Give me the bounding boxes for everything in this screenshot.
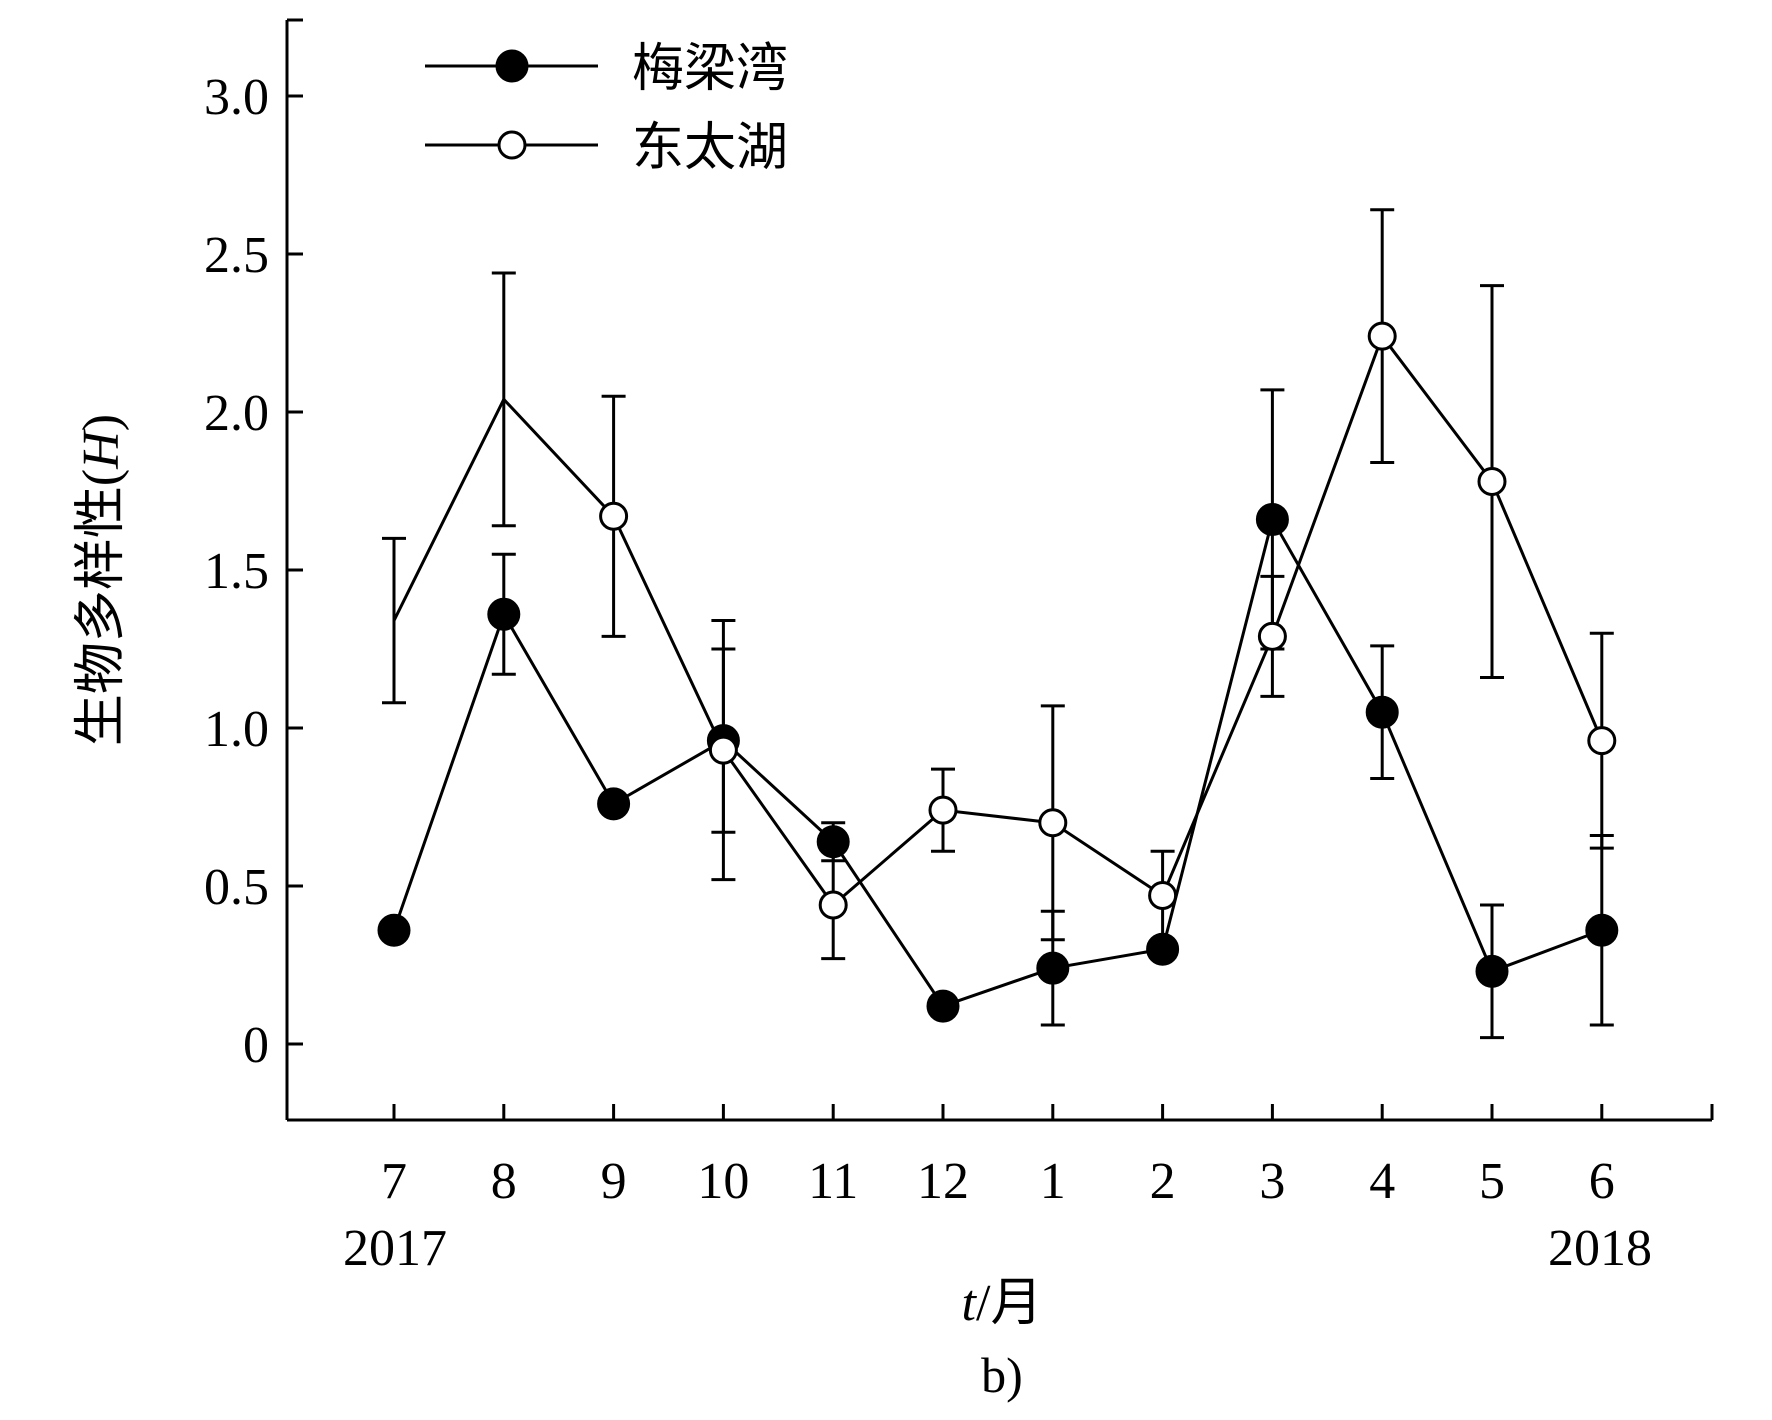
data-point — [1036, 951, 1070, 985]
y-axis-suffix: ) — [73, 414, 130, 431]
data-point — [1255, 502, 1289, 536]
x-tick-label: 11 — [808, 1153, 858, 1210]
x-tick-label: 5 — [1479, 1153, 1505, 1210]
data-point — [377, 913, 411, 947]
y-axis-prefix: 生物多样性( — [73, 469, 130, 746]
x-tick-label: 7 — [381, 1153, 407, 1210]
x-tick-label: 3 — [1259, 1153, 1285, 1210]
data-point — [1365, 695, 1399, 729]
y-tick-label: 2.5 — [204, 227, 269, 284]
tick-marks — [287, 18, 1714, 1120]
data-point — [1587, 726, 1617, 756]
data-point — [597, 787, 631, 821]
data-point — [599, 501, 629, 531]
y-tick-label: 0.5 — [204, 859, 269, 916]
year-label-start: 2017 — [343, 1220, 447, 1277]
data-point — [1367, 321, 1397, 351]
data-point — [1038, 808, 1068, 838]
legend-marker-series-2 — [497, 130, 527, 160]
data-point — [926, 989, 960, 1023]
y-tick-label: 3.0 — [204, 69, 269, 126]
y-axis-label: 生物多样性(H) — [73, 414, 130, 746]
x-axis-label: t/月 — [962, 1275, 1043, 1332]
legend-label-series-1: 梅梁湾 — [632, 41, 788, 98]
data-point — [708, 735, 738, 765]
y-axis-var: H — [73, 429, 130, 470]
y-tick-label: 2.0 — [204, 385, 269, 442]
data-point — [1148, 880, 1178, 910]
x-tick-label: 1 — [1040, 1153, 1066, 1210]
x-tick-label: 8 — [491, 1153, 517, 1210]
series-line — [392, 515, 1603, 1008]
labels-layer: 00.51.01.52.02.53.07 8 9 10 11 12 1 2 3 4 5 6 — [204, 69, 1615, 1210]
x-tick-label: 10 — [697, 1153, 749, 1210]
x-axis-unit: /月 — [976, 1275, 1042, 1332]
series-layer — [377, 208, 1619, 1040]
data-point — [487, 597, 521, 631]
data-point — [1585, 913, 1619, 947]
y-tick-label: 1.0 — [204, 701, 269, 758]
axes — [285, 20, 1712, 1122]
y-tick-label: 1.5 — [204, 543, 269, 600]
data-point — [1257, 621, 1287, 651]
year-label-end: 2018 — [1548, 1220, 1652, 1277]
data-point — [928, 795, 958, 825]
series-2 — [382, 208, 1617, 961]
x-tick-label: 4 — [1369, 1153, 1395, 1210]
y-tick-label: 0 — [243, 1017, 269, 1074]
legend-marker-series-1 — [495, 49, 529, 83]
legend: 梅梁湾 东太湖 — [425, 41, 788, 177]
x-tick-label: 12 — [917, 1153, 969, 1210]
x-tick-label: 6 — [1589, 1153, 1615, 1210]
legend-label-series-2: 东太湖 — [632, 120, 788, 177]
x-tick-label: 2 — [1150, 1153, 1176, 1210]
panel-label: b) — [981, 1347, 1023, 1403]
series-line — [392, 333, 1604, 908]
x-axis-var: t — [962, 1275, 978, 1332]
data-point — [1477, 467, 1507, 497]
series-1 — [377, 388, 1619, 1040]
x-tick-label: 9 — [601, 1153, 627, 1210]
data-point — [818, 890, 848, 920]
data-point — [1475, 954, 1509, 988]
